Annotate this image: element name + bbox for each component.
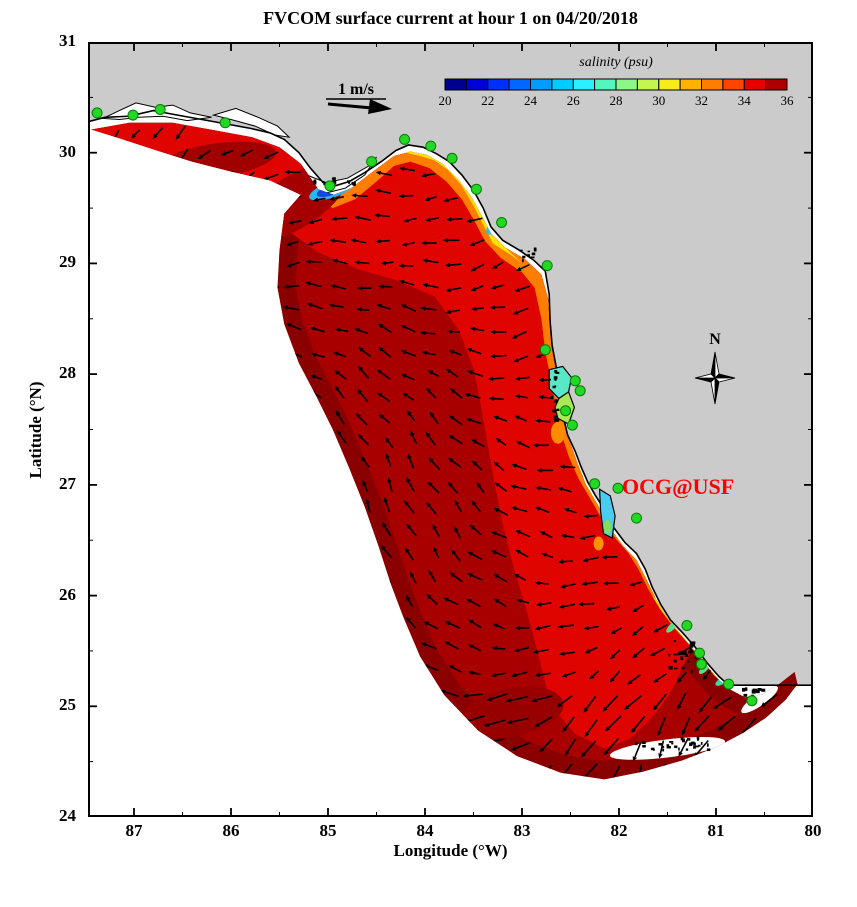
y-axis-tick-label: 25 [59,695,76,715]
station-marker [541,260,553,272]
station-marker [446,152,458,164]
y-axis-tick-label: 30 [59,141,76,161]
x-axis-tick-label: 83 [513,821,531,840]
compass-rose: N [694,331,736,405]
station-marker [324,180,336,192]
x-axis-tick-label: 87 [125,821,143,840]
station-markers [91,104,758,707]
station-marker [589,478,601,490]
x-axis-tick-label: 81 [707,821,725,840]
y-axis-tick-label: 27 [59,473,76,493]
station-marker [746,695,758,707]
coastline [88,109,813,686]
choctawhatchee-bays [211,107,291,138]
colorbar-tick-label: 32 [695,93,708,108]
map-plot: salinity (psu) 20 22 24 26 28 30 32 34 36 1 m/s N OC… [88,42,813,817]
x-axis-tick-label: 85 [319,821,337,840]
station-marker [560,405,572,417]
x-axis-title: Longitude (°W) [393,841,508,860]
colorbar-tick-label: 24 [524,93,538,108]
y-axis-tick-label: 31 [59,31,76,50]
colorbar-tick-label: 34 [738,93,752,108]
station-marker [399,133,411,145]
station-marker [569,375,581,387]
bay-patch [550,421,565,444]
plot-title: FVCOM surface current at hour 1 on 04/20… [263,8,638,28]
station-marker [695,658,707,670]
station-marker [496,217,508,228]
station-marker [219,117,231,129]
station-marker [91,107,103,119]
land-region [88,42,813,686]
station-marker [470,183,482,195]
scale-arrow-label: 1 m/s [338,81,374,98]
colorbar-tick-label: 36 [781,93,795,108]
x-axis-tick-label: 86 [222,821,240,840]
y-axis-tick-label: 26 [59,584,76,604]
y-axis-tick-label: 24 [59,806,76,825]
x-axis-tick-label: 82 [610,821,628,840]
scale-arrow: 1 m/s [326,81,392,114]
x-axis-tick-label: 80 [804,821,822,840]
station-marker [574,385,586,397]
yellow-bigbend-strip [405,151,522,264]
station-marker [154,104,166,115]
station-marker [681,620,693,631]
station-marker [612,482,624,494]
y-axis-tick-label: 28 [59,363,76,383]
colorbar: salinity (psu) 20 22 24 26 28 30 32 34 36 [439,55,795,108]
station-marker [127,109,139,121]
station-marker [425,140,437,152]
station-marker [723,678,735,690]
bay-patch [603,519,612,534]
island-speckles [313,177,766,752]
colorbar-tick-label: 28 [610,93,623,108]
compass-label: N [709,331,721,348]
colorbar-title: salinity (psu) [579,55,653,70]
y-axis-title: Latitude (°N) [26,381,45,479]
current-vectors [111,125,778,780]
station-marker [631,512,642,524]
y-axis-tick-label: 29 [59,252,76,272]
colorbar-tick-label: 30 [652,93,665,108]
annotation-ocg: OCG@USF [622,474,734,499]
x-axis-tick-label: 84 [416,821,434,840]
colorbar-tick-label: 26 [567,93,581,108]
colorbar-tick-label: 20 [439,93,452,108]
station-marker [366,156,378,168]
colorbar-tick-label: 22 [481,93,494,108]
plot-frame [88,42,813,817]
bay-patch [593,536,604,551]
station-marker [566,419,578,431]
station-marker [539,344,551,356]
station-marker [694,647,705,659]
